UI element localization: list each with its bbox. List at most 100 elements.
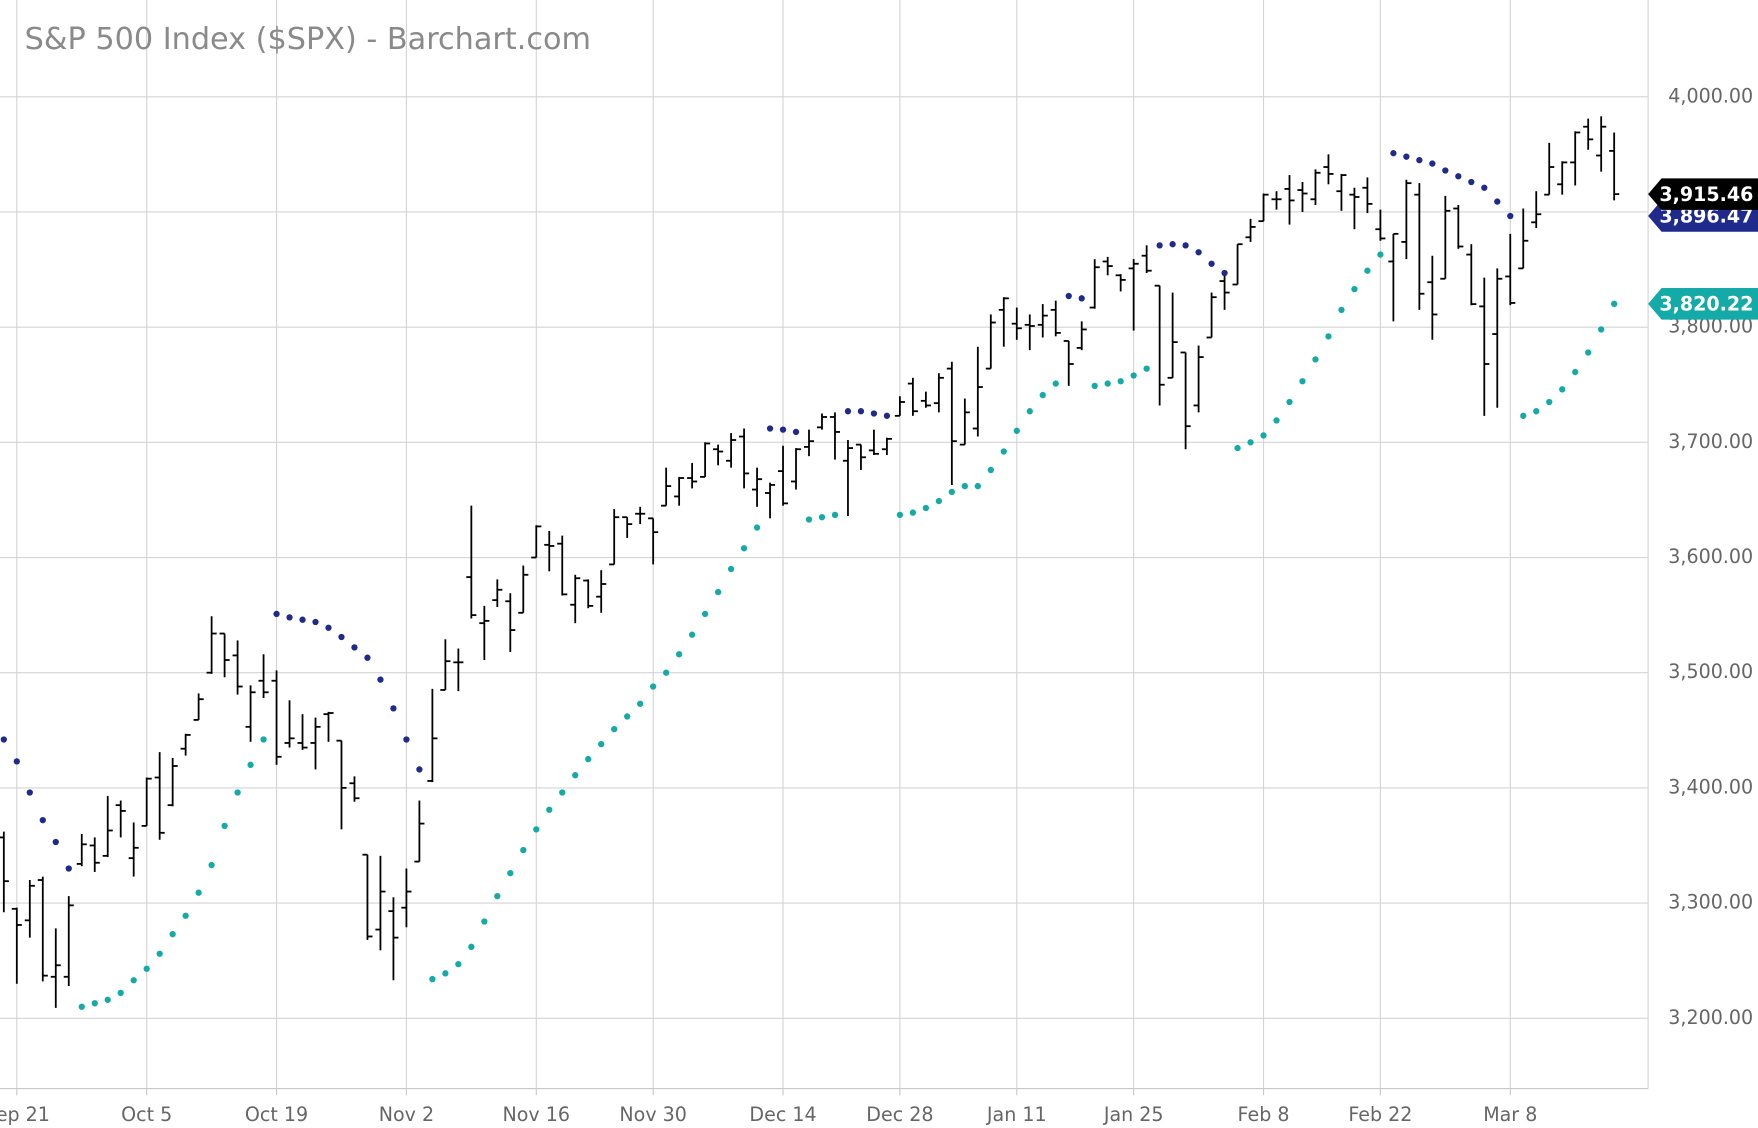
sar-dot: [1208, 260, 1215, 267]
sar-dot: [922, 504, 930, 512]
sar-dot: [909, 509, 917, 516]
sar-dot: [247, 761, 254, 769]
sar-dot: [1546, 398, 1553, 406]
sar-dot: [325, 624, 332, 631]
y-tick-label: 3,400.00: [1668, 775, 1753, 798]
sar-dot: [1377, 251, 1384, 258]
sar-dot: [338, 633, 345, 641]
sar-dot: [1052, 380, 1059, 387]
sar-dot: [156, 950, 163, 957]
sar-dot: [844, 408, 852, 415]
sar-dot: [1182, 242, 1189, 249]
sar-dot: [546, 806, 553, 813]
sar-dot: [961, 482, 968, 490]
sar-dot: [714, 588, 722, 596]
price-tag: [1648, 178, 1758, 210]
sar-dot: [1416, 156, 1423, 164]
sar-dot: [572, 772, 579, 779]
sar-dot: [1364, 267, 1371, 274]
sar-dot: [1585, 349, 1592, 356]
x-tick-label: Feb 22: [1348, 1103, 1412, 1126]
sar-dot: [1260, 432, 1267, 439]
sar-dot: [1325, 333, 1332, 340]
sar-dot: [221, 822, 228, 830]
sar-dot: [91, 1000, 98, 1007]
sar-dot: [1533, 408, 1540, 415]
sar-dot: [1234, 444, 1241, 452]
sar-dot: [1000, 448, 1007, 455]
y-tick-label: 4,000.00: [1668, 84, 1753, 107]
sar-dot: [675, 651, 683, 658]
sar-dot: [896, 511, 904, 519]
sar-dot: [455, 960, 462, 968]
sar-dot: [1130, 372, 1137, 379]
sar-dot: [766, 425, 774, 432]
sar-dot: [688, 631, 696, 638]
sar-dot: [1429, 160, 1436, 167]
sar-dot: [637, 700, 644, 707]
sar-dot: [1494, 198, 1501, 205]
sar-dot: [870, 410, 878, 417]
sar-dot: [1013, 427, 1020, 434]
sar-dot: [740, 545, 748, 552]
sar-dot: [1156, 242, 1163, 249]
sar-dot: [805, 516, 813, 523]
sar-dot: [494, 892, 501, 900]
labels: 3,200.00 3,300.00 3,400.00 3,500.00 3,600.00…: [0, 84, 1758, 1126]
sar-dot: [1507, 212, 1514, 220]
x-tick-label: Feb 8: [1238, 1103, 1290, 1126]
sar-dot: [442, 970, 449, 977]
sar-dot: [130, 977, 137, 984]
sar-dot: [987, 466, 994, 474]
sar-dot: [351, 644, 358, 651]
sar-dot: [663, 669, 670, 676]
sar-dot: [1351, 285, 1358, 293]
sar-dot: [1065, 292, 1072, 300]
sar-dot: [468, 943, 475, 950]
sar-dot: [195, 889, 202, 896]
sar-dot: [104, 996, 111, 1003]
marks: [0, 116, 1620, 1010]
sar-dot: [1039, 391, 1046, 399]
sar-dot: [701, 610, 709, 618]
sar-dot: [753, 524, 761, 531]
x-tick-label: Nov 2: [379, 1103, 434, 1126]
sar-dot: [0, 736, 7, 743]
sar-dot: [611, 725, 618, 733]
sar-dot: [1468, 178, 1475, 186]
x-tick-label: Sep 21: [0, 1103, 50, 1126]
sar-dot: [857, 408, 865, 415]
x-tick-label: Oct 19: [245, 1103, 308, 1126]
sar-dot: [1572, 368, 1579, 376]
grid: [0, 0, 1649, 1096]
sar-dot: [1390, 150, 1397, 157]
y-tick-label: 3,600.00: [1668, 545, 1753, 568]
sar-dot: [1195, 249, 1202, 256]
sar-dot: [1117, 378, 1124, 385]
x-tick-label: Nov 30: [619, 1103, 686, 1126]
sar-dot: [727, 565, 735, 573]
sar-dot: [1312, 356, 1319, 363]
x-tick-label: Oct 5: [121, 1103, 172, 1126]
sar-dot: [1143, 365, 1150, 372]
x-tick-label: Mar 8: [1483, 1103, 1537, 1126]
sar-dot: [13, 758, 20, 765]
sar-dot: [1559, 386, 1566, 393]
y-tick-label: 3,800.00: [1668, 315, 1753, 338]
y-tick-label: 3,200.00: [1668, 1006, 1753, 1029]
price-tag-label: 3,896.47: [1659, 205, 1753, 228]
sar-dot: [299, 616, 306, 623]
sar-dot: [779, 426, 787, 433]
sar-dot: [831, 511, 839, 519]
sar-dot: [117, 989, 124, 997]
sar-dot: [260, 736, 267, 743]
sar-dot: [234, 789, 241, 796]
sar-dot: [312, 618, 319, 626]
sar-dot: [559, 789, 566, 796]
sar-dot: [429, 975, 436, 983]
sar-dot: [1598, 326, 1605, 333]
sar-dot: [792, 428, 800, 436]
sar-dot: [273, 610, 280, 618]
